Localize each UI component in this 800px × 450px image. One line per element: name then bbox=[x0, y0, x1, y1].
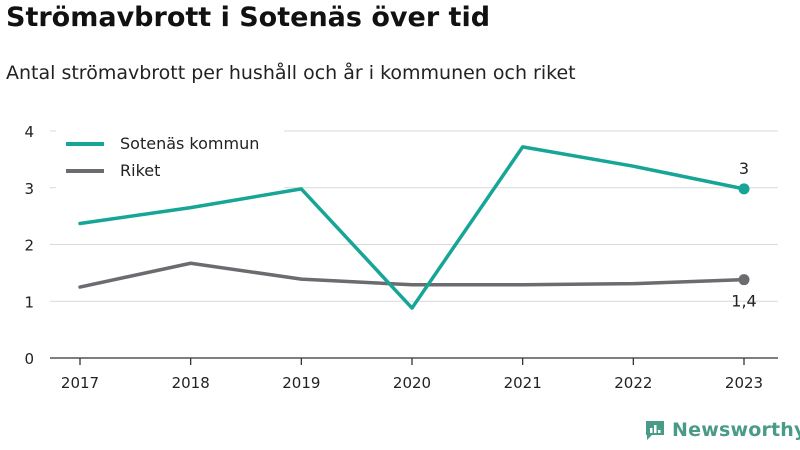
x-tick-label: 2018 bbox=[172, 374, 210, 392]
legend-label: Riket bbox=[120, 161, 160, 180]
newsworthy-logo-icon bbox=[646, 421, 664, 440]
y-tick-label: 1 bbox=[24, 293, 34, 311]
y-tick-label: 2 bbox=[24, 237, 34, 255]
chart-title: Strömavbrott i Sotenäs över tid bbox=[6, 2, 491, 33]
legend: Sotenäs kommun Riket bbox=[56, 126, 284, 190]
data-label: 1,4 bbox=[731, 292, 756, 311]
legend-label: Sotenäs kommun bbox=[120, 134, 259, 153]
y-tick-label: 3 bbox=[24, 180, 34, 198]
series-line-0 bbox=[78, 145, 746, 310]
axes: 0 1 2 3 4 2017 2018 2019 2020 2021 2022 2023 bbox=[24, 123, 778, 392]
brand-name: Newsworthy bbox=[672, 419, 800, 441]
x-tick-label: 2020 bbox=[393, 374, 431, 392]
y-tick-label: 4 bbox=[24, 123, 34, 141]
series-end-point bbox=[738, 274, 750, 286]
x-tick-label: 2021 bbox=[504, 374, 542, 392]
series-lines: 1,43 bbox=[78, 145, 757, 311]
x-tick-label: 2022 bbox=[614, 374, 652, 392]
series-end-point bbox=[738, 183, 750, 195]
chart-subtitle: Antal strömavbrott per hushåll och år i … bbox=[6, 62, 576, 84]
x-tick-label: 2019 bbox=[282, 374, 320, 392]
y-tick-label: 0 bbox=[24, 350, 34, 368]
series-line-1 bbox=[78, 261, 746, 289]
data-label: 3 bbox=[739, 159, 749, 178]
newsworthy-logo: Newsworthy bbox=[644, 419, 800, 441]
x-tick-label: 2017 bbox=[61, 374, 99, 392]
legend-background bbox=[56, 126, 284, 190]
x-tick-label: 2023 bbox=[725, 374, 763, 392]
